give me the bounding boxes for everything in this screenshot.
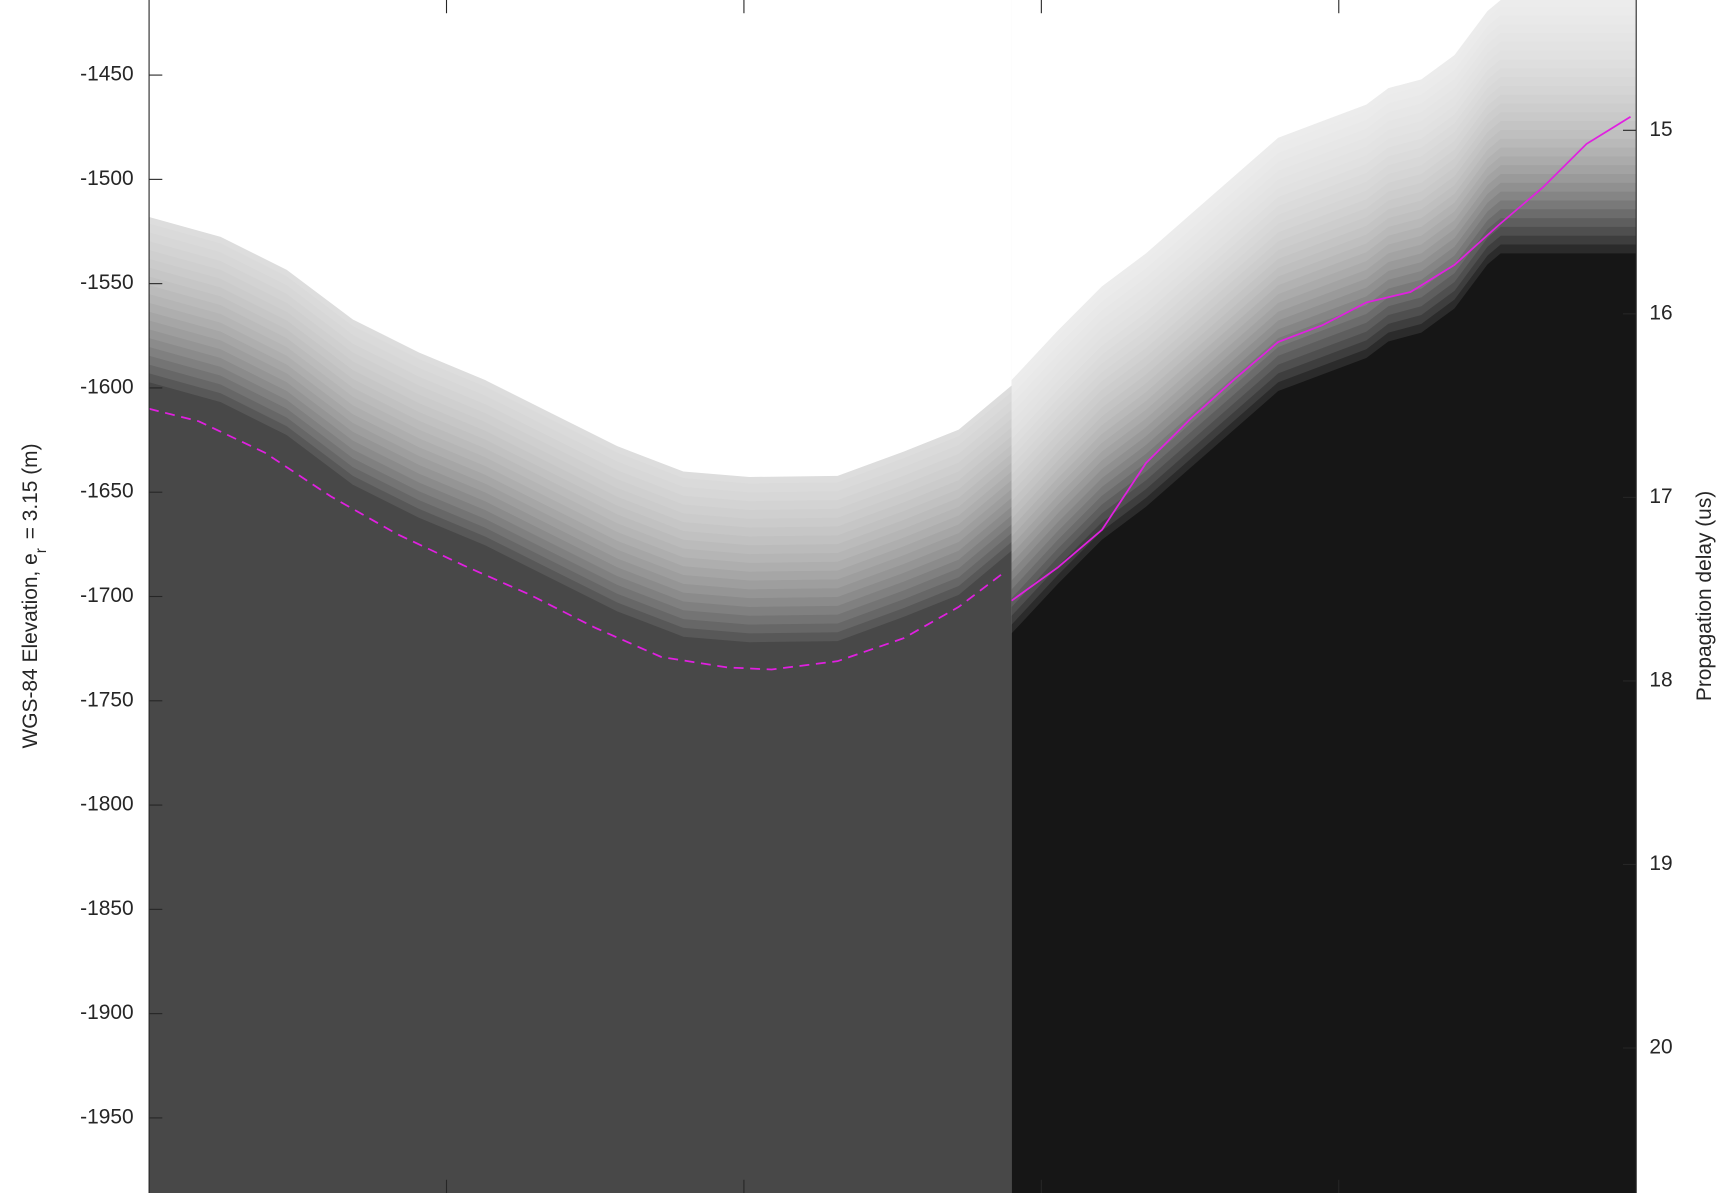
y2-tick-label: 20 bbox=[1649, 1036, 1672, 1059]
y-tick-label: -1700 bbox=[80, 584, 133, 607]
y2-tick-label: 15 bbox=[1649, 118, 1672, 141]
y2-tick-label: 19 bbox=[1649, 852, 1672, 875]
y-tick-label: -1950 bbox=[80, 1105, 133, 1128]
y2-tick-label: 18 bbox=[1649, 668, 1672, 691]
echogram-saturated bbox=[1011, 0, 1637, 381]
y-label-sub: r bbox=[33, 548, 50, 553]
y-tick-label: -1600 bbox=[80, 375, 133, 398]
series-line bbox=[148, 407, 1004, 671]
series-line bbox=[1011, 116, 1632, 602]
y-tick-label: -1550 bbox=[80, 271, 133, 294]
y2-tick-label: 16 bbox=[1649, 301, 1672, 324]
y2-axis-label: Propagation delay (us) bbox=[1693, 491, 1716, 701]
y-label-main: WGS-84 Elevation, e bbox=[19, 553, 42, 748]
y2-tick-label: 17 bbox=[1649, 485, 1672, 508]
y-tick-label: -1850 bbox=[80, 897, 133, 920]
echogram-saturated bbox=[149, 0, 1012, 477]
y-tick-label: -1450 bbox=[80, 63, 133, 86]
plot-area bbox=[148, 116, 1632, 671]
y-tick-label: -1650 bbox=[80, 480, 133, 503]
y-label-tail: = 3.15 (m) bbox=[19, 443, 42, 539]
echogram bbox=[149, 0, 1637, 1193]
y-tick-label: -1750 bbox=[80, 688, 133, 711]
y-axis-label: WGS-84 Elevation, er = 3.15 (m) bbox=[19, 443, 51, 748]
y-tick-label: -1500 bbox=[80, 167, 133, 190]
y-tick-label: -1800 bbox=[80, 793, 133, 816]
y-tick-label: -1900 bbox=[80, 1001, 133, 1024]
